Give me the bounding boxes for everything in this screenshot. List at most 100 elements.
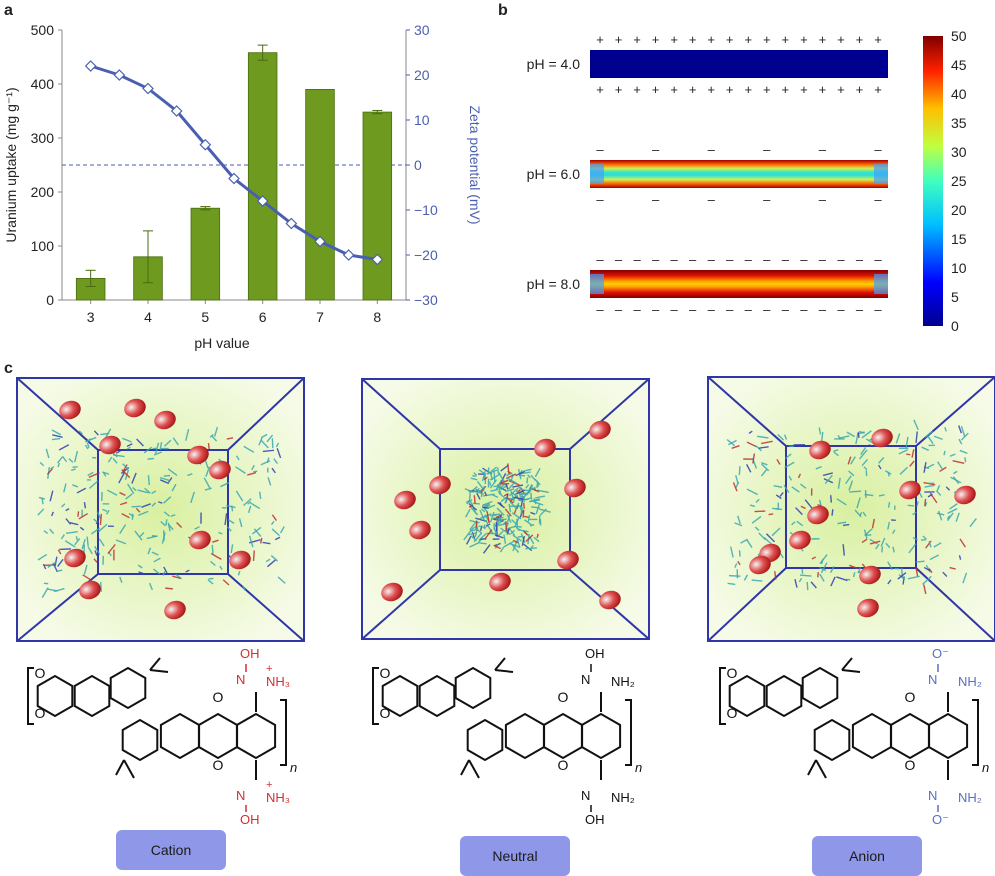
- ring: [767, 676, 802, 716]
- charge-sign: –: [819, 302, 827, 317]
- charge-sign: –: [596, 192, 604, 207]
- charge-sign: –: [596, 302, 604, 317]
- group-label: NH₂: [611, 674, 635, 689]
- charge-sign: –: [874, 142, 882, 157]
- colorbar-tick-label: 40: [951, 86, 967, 102]
- methyl-bond: [495, 670, 513, 672]
- group-label: OH: [240, 812, 260, 827]
- charge-sign: +: [689, 82, 697, 97]
- polymer-bond: [527, 477, 528, 483]
- polymer-bond: [84, 502, 85, 508]
- methyl-bond: [461, 760, 469, 775]
- charge-sign: –: [652, 252, 660, 267]
- polymer-bond: [498, 467, 499, 473]
- oxygen-label: O: [558, 689, 569, 705]
- group-label: OH: [585, 646, 605, 661]
- colorbar-tick-label: 10: [951, 260, 967, 276]
- charge-sign: –: [745, 252, 753, 267]
- charge-sign: –: [782, 252, 790, 267]
- charge-sign: –: [763, 252, 771, 267]
- oxygen-label: O: [905, 757, 916, 773]
- simulation-box: [707, 376, 995, 642]
- channel-end: [590, 274, 604, 294]
- charge-sign: +: [726, 82, 734, 97]
- polymer-bond: [889, 502, 890, 507]
- ring: [456, 668, 491, 708]
- polymer-bond: [148, 475, 149, 485]
- channel-heatmap: [590, 160, 888, 188]
- charge-sign: –: [708, 142, 716, 157]
- ring: [468, 720, 503, 760]
- repeat-subscript: n: [290, 760, 297, 775]
- charge-sign: +: [800, 82, 808, 97]
- ring: [237, 714, 275, 758]
- group-label: O⁻: [932, 646, 949, 661]
- repeat-subscript: n: [635, 760, 642, 775]
- group-label: OH: [585, 812, 605, 827]
- colorbar: [923, 36, 943, 326]
- polymer-bond: [843, 525, 849, 526]
- polymer-bond: [208, 443, 209, 449]
- oxygen-label: O: [727, 705, 738, 721]
- charge-sign: –: [633, 302, 641, 317]
- group-label: N: [581, 788, 590, 803]
- polymer-bond: [769, 514, 774, 515]
- group-label: N: [928, 788, 937, 803]
- cation-label: Cation: [116, 830, 226, 870]
- charge-sign: –: [708, 302, 716, 317]
- x-tick-label: 5: [201, 309, 209, 325]
- charge-sign: –: [652, 142, 660, 157]
- polymer-bond: [474, 495, 475, 503]
- bar: [191, 208, 220, 300]
- ring: [544, 714, 582, 758]
- oxygen-label: O: [35, 665, 46, 681]
- charge-sign: –: [856, 302, 864, 317]
- ring: [75, 676, 110, 716]
- polymer-bond: [483, 486, 484, 491]
- colorbar-tick-label: 0: [951, 318, 959, 334]
- charge-sign: –: [874, 302, 882, 317]
- polymer-bond: [472, 476, 476, 477]
- group-label: N: [236, 672, 245, 687]
- polymer-bond: [473, 503, 480, 504]
- simulation-box: [16, 377, 305, 642]
- polymer-bond: [59, 549, 71, 550]
- charge-sign: –: [800, 302, 808, 317]
- channel-end: [874, 164, 888, 184]
- polymer-bond: [490, 482, 491, 486]
- group-label: NH₃: [266, 674, 290, 689]
- charge-sign: +: [763, 32, 771, 47]
- charge-sign: –: [837, 302, 845, 317]
- polymer-bond: [831, 495, 832, 502]
- anion-label: Anion: [812, 836, 922, 876]
- channel-heatmap: [590, 50, 888, 78]
- ring: [929, 714, 967, 758]
- polymer-bond: [925, 499, 926, 506]
- charge-sign: +: [707, 82, 715, 97]
- group-label: NH₂: [611, 790, 635, 805]
- x-tick-label: 3: [87, 309, 95, 325]
- charge-sign: +: [874, 32, 882, 47]
- left-bracket: [720, 668, 726, 724]
- charge-sign: –: [800, 252, 808, 267]
- methyl-bond: [124, 760, 134, 778]
- left-bracket: [373, 668, 379, 724]
- charge-sign: +: [782, 82, 790, 97]
- charge-sign: +: [707, 32, 715, 47]
- charge-sign: +: [615, 32, 623, 47]
- charge-sign: +: [633, 82, 641, 97]
- polymer-bond: [212, 545, 213, 554]
- y2-axis-label: Zeta potential (mV): [467, 105, 483, 224]
- charge-sign: +: [763, 82, 771, 97]
- right-bracket: [972, 700, 978, 765]
- charge-sign: –: [615, 302, 623, 317]
- polymer-bond: [740, 550, 741, 556]
- polymer-bond: [166, 519, 167, 525]
- charge-sign: +: [856, 82, 864, 97]
- ring: [111, 668, 146, 708]
- charge-sign: –: [819, 252, 827, 267]
- group-label: N: [236, 788, 245, 803]
- charge-sign: –: [689, 252, 697, 267]
